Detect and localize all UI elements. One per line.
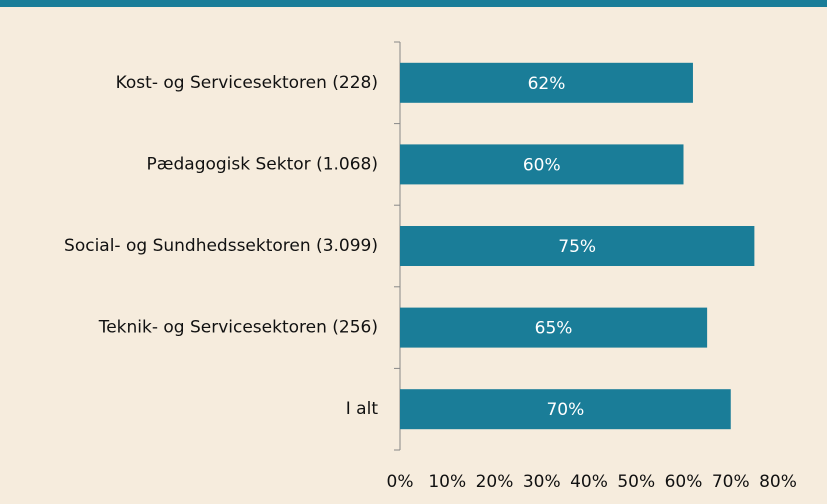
top-border [0, 0, 827, 7]
x-tick-label: 60% [665, 472, 703, 492]
bar [400, 144, 684, 185]
x-tick-label: 70% [712, 472, 750, 492]
x-tick-label: 10% [428, 472, 466, 492]
x-tick-label: 80% [759, 472, 797, 492]
value-label: 65% [535, 319, 573, 339]
x-tick-label: 50% [617, 472, 655, 492]
x-tick-label: 0% [387, 472, 414, 492]
y-tick-label: Pædagogisk Sektor (1.068) [147, 154, 378, 174]
value-label: 60% [523, 155, 561, 175]
x-tick-label: 40% [570, 472, 608, 492]
bar [400, 226, 755, 266]
value-label: 70% [546, 400, 584, 420]
y-tick-label: I alt [346, 399, 379, 419]
bar [400, 62, 693, 103]
bar [400, 389, 731, 430]
y-tick-label: Teknik- og Servicesektoren (256) [98, 318, 378, 338]
bar [400, 307, 708, 348]
value-label: 62% [528, 74, 566, 94]
y-tick-label: Kost- og Servicesektoren (228) [116, 73, 378, 93]
x-tick-label: 20% [476, 472, 514, 492]
value-label: 75% [558, 237, 596, 257]
y-tick-label: Social- og Sundhedssektoren (3.099) [64, 236, 378, 256]
x-tick-label: 30% [523, 472, 561, 492]
